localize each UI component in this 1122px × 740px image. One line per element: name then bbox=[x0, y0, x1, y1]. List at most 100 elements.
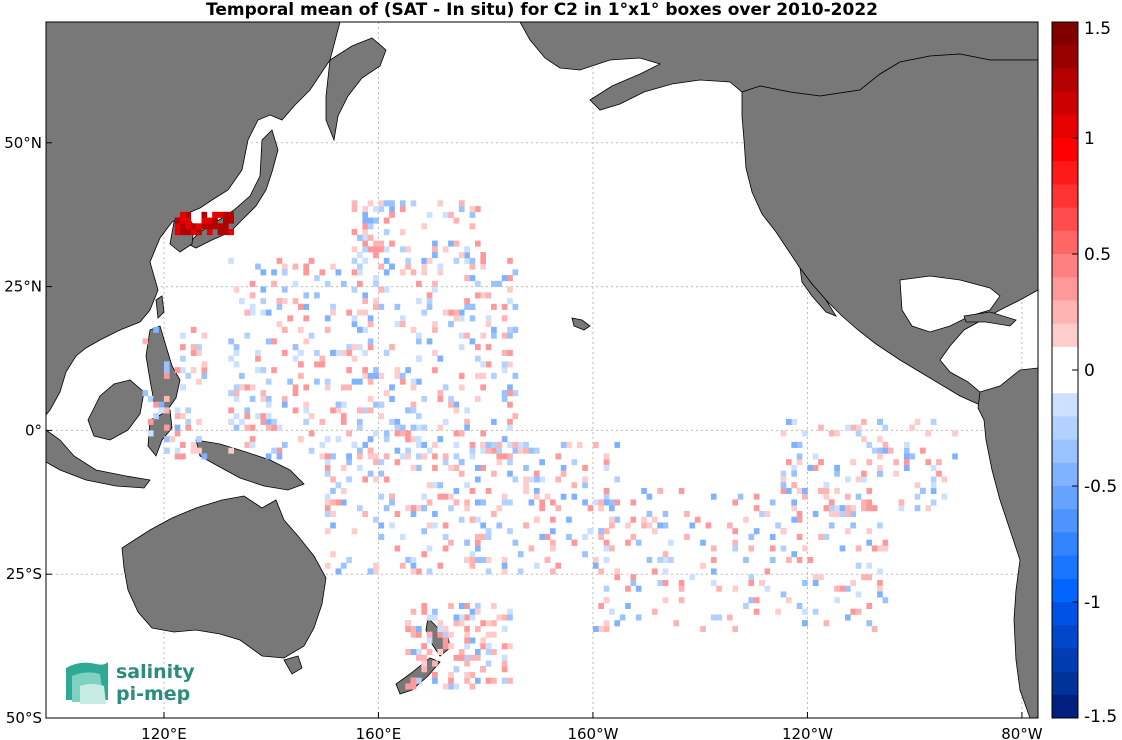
anomaly-cell bbox=[362, 441, 369, 448]
anomaly-cell bbox=[861, 418, 867, 425]
anomaly-cell bbox=[324, 378, 331, 385]
anomaly-cell bbox=[501, 453, 508, 460]
anomaly-cell bbox=[335, 349, 342, 356]
anomaly-cell bbox=[163, 361, 170, 368]
anomaly-cell bbox=[255, 349, 261, 356]
anomaly-cell bbox=[855, 430, 862, 437]
anomaly-cell bbox=[496, 447, 503, 454]
anomaly-cell bbox=[373, 206, 379, 213]
anomaly-cell bbox=[598, 533, 604, 540]
land-sumatra-java bbox=[46, 429, 151, 489]
anomaly-cell bbox=[351, 315, 358, 322]
anomaly-cell bbox=[180, 344, 186, 351]
anomaly-cell bbox=[373, 430, 379, 437]
anomaly-cell bbox=[319, 453, 326, 460]
anomaly-cell bbox=[818, 574, 824, 581]
anomaly-cell bbox=[566, 516, 572, 523]
anomaly-cell bbox=[399, 321, 406, 328]
anomaly-cell bbox=[507, 257, 513, 264]
anomaly-cell bbox=[367, 223, 374, 230]
anomaly-cell bbox=[373, 252, 379, 259]
anomaly-cell bbox=[871, 447, 878, 454]
anomaly-cell bbox=[501, 436, 508, 443]
anomaly-cell bbox=[464, 424, 470, 431]
anomaly-cell bbox=[378, 206, 385, 213]
anomaly-cell bbox=[399, 562, 406, 569]
anomaly-cell bbox=[201, 367, 208, 374]
anomaly-cell bbox=[378, 413, 385, 420]
anomaly-cell bbox=[448, 683, 454, 690]
anomaly-cell bbox=[367, 378, 374, 385]
anomaly-cell bbox=[458, 309, 465, 316]
anomaly-cell bbox=[732, 585, 739, 592]
anomaly-cell bbox=[335, 436, 342, 443]
anomaly-cell bbox=[180, 355, 186, 362]
anomaly-cell bbox=[448, 505, 454, 512]
anomaly-cell bbox=[469, 637, 476, 644]
anomaly-cell bbox=[635, 539, 642, 546]
anomaly-cell bbox=[732, 545, 739, 552]
anomaly-cell bbox=[399, 269, 406, 276]
anomaly-cell bbox=[930, 464, 937, 471]
anomaly-cell bbox=[239, 418, 245, 425]
anomaly-cell bbox=[421, 643, 428, 650]
anomaly-cell bbox=[292, 390, 299, 397]
anomaly-cell bbox=[399, 430, 406, 437]
anomaly-cell bbox=[453, 315, 460, 322]
anomaly-cell bbox=[442, 384, 449, 391]
anomaly-cell bbox=[914, 482, 921, 489]
anomaly-cell bbox=[528, 545, 535, 552]
anomaly-cell bbox=[292, 407, 299, 414]
anomaly-cell bbox=[340, 413, 347, 420]
anomaly-cell bbox=[437, 631, 444, 638]
anomaly-cell bbox=[866, 499, 873, 506]
anomaly-cell bbox=[426, 522, 433, 529]
anomaly-cell bbox=[469, 315, 476, 322]
anomaly-cell bbox=[469, 303, 476, 310]
anomaly-cell bbox=[442, 309, 449, 316]
colorbar-segment bbox=[1052, 602, 1078, 626]
anomaly-cell bbox=[362, 257, 369, 264]
anomaly-cell bbox=[474, 533, 481, 540]
anomaly-cell bbox=[453, 240, 460, 247]
anomaly-cell bbox=[491, 602, 497, 610]
anomaly-cell bbox=[609, 505, 615, 512]
anomaly-cell bbox=[491, 648, 497, 656]
anomaly-cell bbox=[394, 367, 401, 374]
land-sulawesi bbox=[147, 409, 173, 457]
anomaly-cell bbox=[405, 505, 411, 512]
anomaly-cell bbox=[437, 648, 444, 656]
anomaly-cell bbox=[668, 556, 674, 563]
anomaly-cell bbox=[324, 453, 331, 460]
anomaly-cell bbox=[448, 677, 454, 684]
anomaly-cell bbox=[796, 510, 803, 517]
anomaly-cell bbox=[877, 418, 883, 425]
anomaly-cell bbox=[448, 321, 454, 328]
colorbar-segment bbox=[1052, 439, 1078, 464]
anomaly-cell bbox=[233, 424, 240, 431]
anomaly-cell bbox=[850, 459, 856, 466]
anomaly-cell bbox=[233, 384, 240, 391]
anomaly-cell bbox=[866, 528, 873, 535]
anomaly-cell-strong bbox=[190, 229, 197, 236]
colorbar-segment bbox=[1052, 184, 1078, 209]
anomaly-cell bbox=[228, 355, 234, 362]
anomaly-cell bbox=[389, 263, 395, 270]
anomaly-cell bbox=[630, 533, 637, 540]
anomaly-cell bbox=[448, 631, 454, 638]
anomaly-cell bbox=[190, 447, 197, 454]
anomaly-cell bbox=[142, 338, 149, 345]
anomaly-cell bbox=[673, 620, 680, 627]
anomaly-cell bbox=[415, 378, 422, 385]
anomaly-cell bbox=[373, 372, 379, 379]
anomaly-cell bbox=[839, 545, 846, 552]
anomaly-cell bbox=[281, 286, 288, 293]
anomaly-cell bbox=[802, 579, 808, 587]
anomaly-cell bbox=[812, 608, 819, 615]
anomaly-cell bbox=[405, 625, 411, 633]
anomaly-cell bbox=[657, 556, 663, 563]
anomaly-cell bbox=[442, 637, 449, 644]
anomaly-cell-strong bbox=[201, 211, 208, 218]
anomaly-cell bbox=[887, 447, 894, 454]
anomaly-cell bbox=[710, 614, 717, 621]
